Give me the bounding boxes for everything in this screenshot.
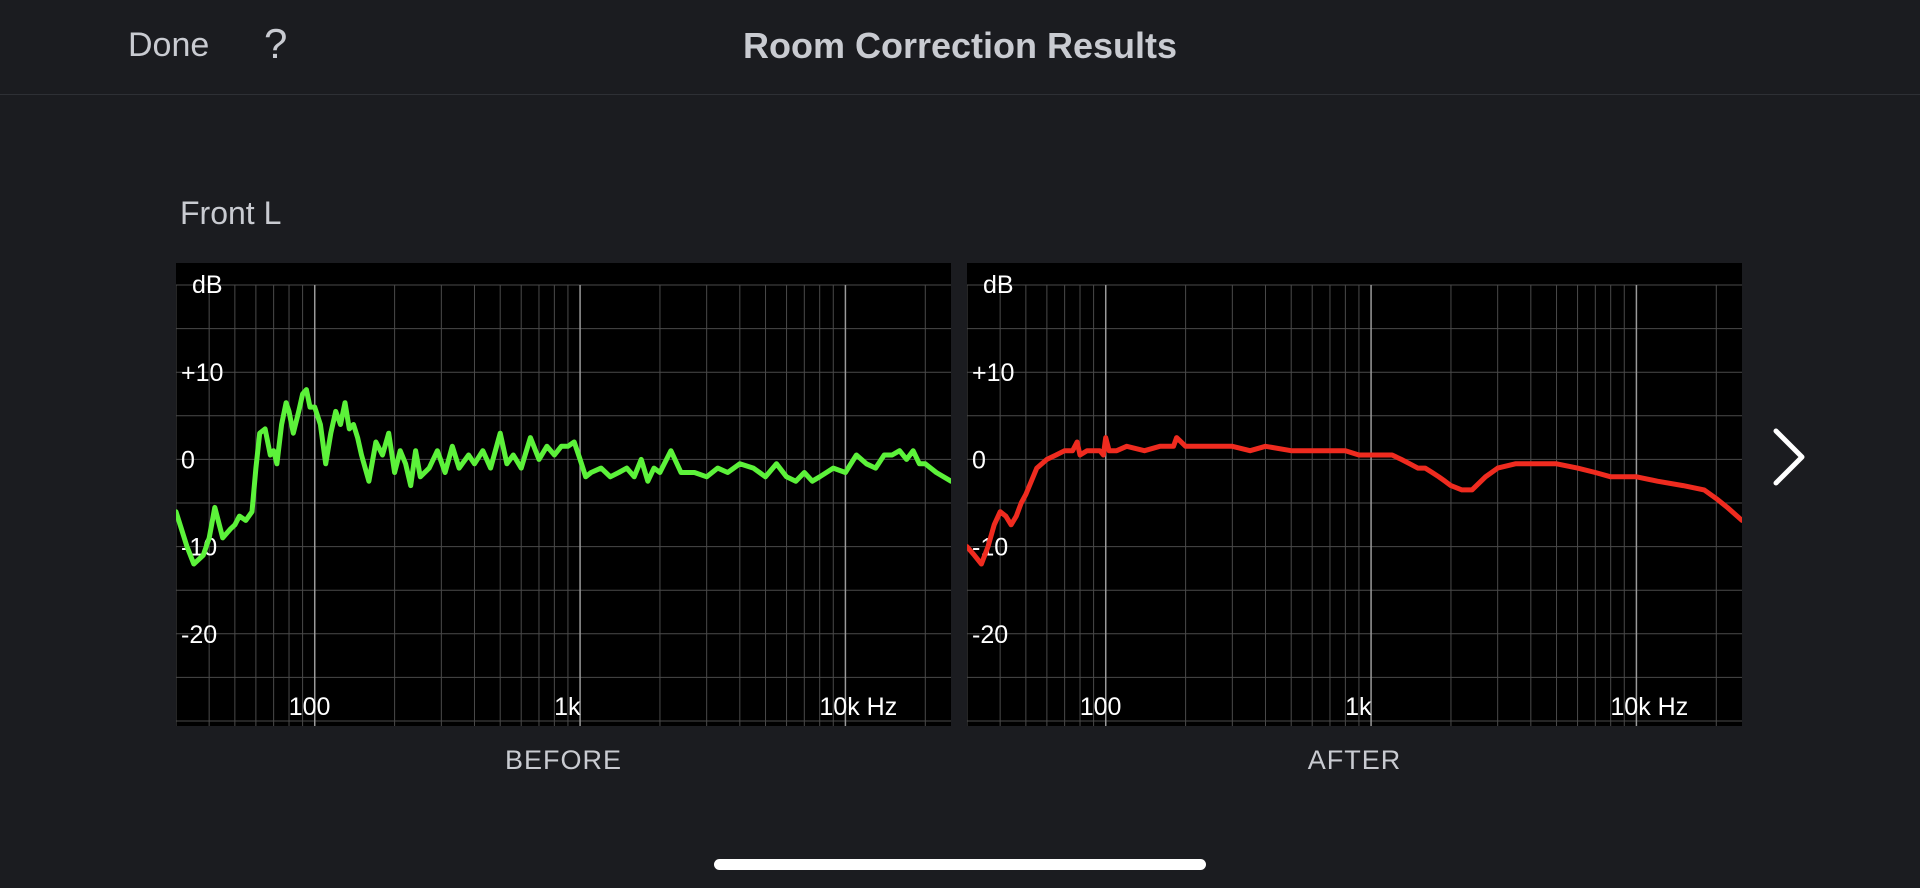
before-chart: dB +10 0 -10 -20 100 1k 10k Hz xyxy=(176,263,951,726)
next-button[interactable] xyxy=(1764,425,1814,489)
before-xtick-label: 100 xyxy=(289,693,331,721)
after-ylabel: dB xyxy=(983,271,1014,299)
after-ytick-label: +10 xyxy=(972,359,1014,387)
before-xtick-label: 1k xyxy=(554,693,581,721)
after-ytick-label: 0 xyxy=(972,446,986,474)
after-xtick-label: 100 xyxy=(1080,693,1122,721)
before-ylabel: dB xyxy=(192,271,223,299)
after-caption: AFTER xyxy=(1307,745,1402,775)
before-ytick-label: -20 xyxy=(181,621,217,649)
before-xtick-label: 10k Hz xyxy=(819,693,897,721)
before-ytick-label: 0 xyxy=(181,446,195,474)
page-title: Room Correction Results xyxy=(742,25,1178,66)
after-xtick-label: 1k xyxy=(1345,693,1372,721)
top-bar: Done ? Room Correction Results xyxy=(0,0,1920,95)
done-button[interactable]: Done xyxy=(128,26,210,64)
before-response-line xyxy=(176,387,951,567)
after-chart: dB +10 0 -10 -20 100 1k 10k Hz xyxy=(967,263,1742,726)
chevron-right-icon xyxy=(1773,428,1805,486)
before-ytick-label: +10 xyxy=(181,359,223,387)
before-caption: BEFORE xyxy=(504,745,623,775)
home-indicator[interactable] xyxy=(714,859,1206,870)
channel-name: Front L xyxy=(180,195,282,231)
after-xtick-label: 10k Hz xyxy=(1610,693,1688,721)
help-button[interactable]: ? xyxy=(264,20,288,67)
after-response-line xyxy=(967,435,1742,567)
after-ytick-label: -20 xyxy=(972,621,1008,649)
